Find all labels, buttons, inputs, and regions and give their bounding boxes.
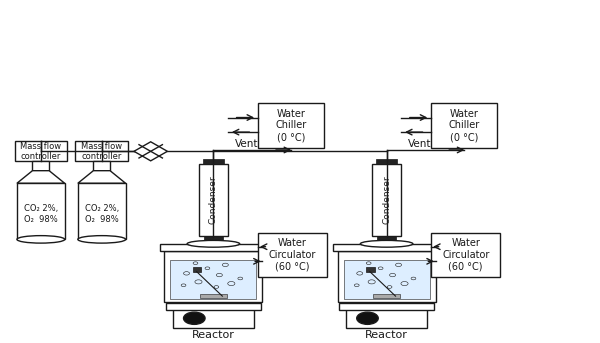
Bar bbox=[164, 251, 262, 302]
Bar bbox=[32, 161, 49, 171]
Bar bbox=[366, 267, 374, 272]
Text: Water
Chiller
(0 °C): Water Chiller (0 °C) bbox=[449, 109, 480, 142]
Bar bbox=[170, 260, 256, 299]
Bar bbox=[78, 183, 125, 239]
Bar bbox=[204, 236, 223, 242]
Text: Condenser: Condenser bbox=[382, 176, 391, 224]
Polygon shape bbox=[17, 171, 65, 183]
Bar bbox=[173, 309, 254, 328]
Bar bbox=[166, 303, 261, 310]
Text: CO₂ 2%,
O₂  98%: CO₂ 2%, O₂ 98% bbox=[23, 204, 58, 224]
Ellipse shape bbox=[78, 236, 125, 243]
Text: Reactor: Reactor bbox=[192, 330, 235, 340]
Bar bbox=[258, 103, 324, 147]
Bar bbox=[431, 103, 497, 147]
Ellipse shape bbox=[187, 240, 239, 247]
Bar bbox=[94, 161, 110, 171]
Text: Vent: Vent bbox=[235, 139, 258, 149]
Polygon shape bbox=[134, 142, 167, 161]
Text: Water
Chiller
(0 °C): Water Chiller (0 °C) bbox=[275, 109, 307, 142]
Bar bbox=[203, 159, 224, 164]
Bar bbox=[76, 141, 128, 161]
Bar bbox=[339, 303, 434, 310]
Text: Water
Circulator
(60 °C): Water Circulator (60 °C) bbox=[269, 238, 316, 271]
Bar bbox=[373, 294, 400, 298]
Bar bbox=[17, 183, 65, 239]
Bar bbox=[338, 251, 436, 302]
Text: CO₂ 2%,
O₂  98%: CO₂ 2%, O₂ 98% bbox=[85, 204, 119, 224]
Bar bbox=[376, 159, 397, 164]
Text: Mass flow
controller: Mass flow controller bbox=[81, 142, 122, 161]
Bar bbox=[199, 164, 228, 236]
Bar bbox=[346, 309, 427, 328]
Text: Condenser: Condenser bbox=[209, 176, 218, 224]
Bar bbox=[258, 233, 327, 277]
Text: Vent: Vent bbox=[407, 139, 431, 149]
Bar bbox=[193, 267, 202, 272]
Bar bbox=[344, 260, 430, 299]
Text: Reactor: Reactor bbox=[365, 330, 408, 340]
Text: Mass flow
controller: Mass flow controller bbox=[20, 142, 61, 161]
Ellipse shape bbox=[361, 240, 413, 247]
Polygon shape bbox=[78, 171, 125, 183]
Text: Water
Circulator
(60 °C): Water Circulator (60 °C) bbox=[442, 238, 490, 271]
Circle shape bbox=[184, 312, 205, 324]
Circle shape bbox=[357, 312, 378, 324]
Bar bbox=[431, 233, 500, 277]
Bar bbox=[377, 236, 396, 242]
Bar bbox=[333, 245, 440, 251]
Bar bbox=[160, 245, 267, 251]
Bar bbox=[200, 294, 227, 298]
Ellipse shape bbox=[17, 236, 65, 243]
Bar bbox=[372, 164, 401, 236]
Bar bbox=[14, 141, 67, 161]
